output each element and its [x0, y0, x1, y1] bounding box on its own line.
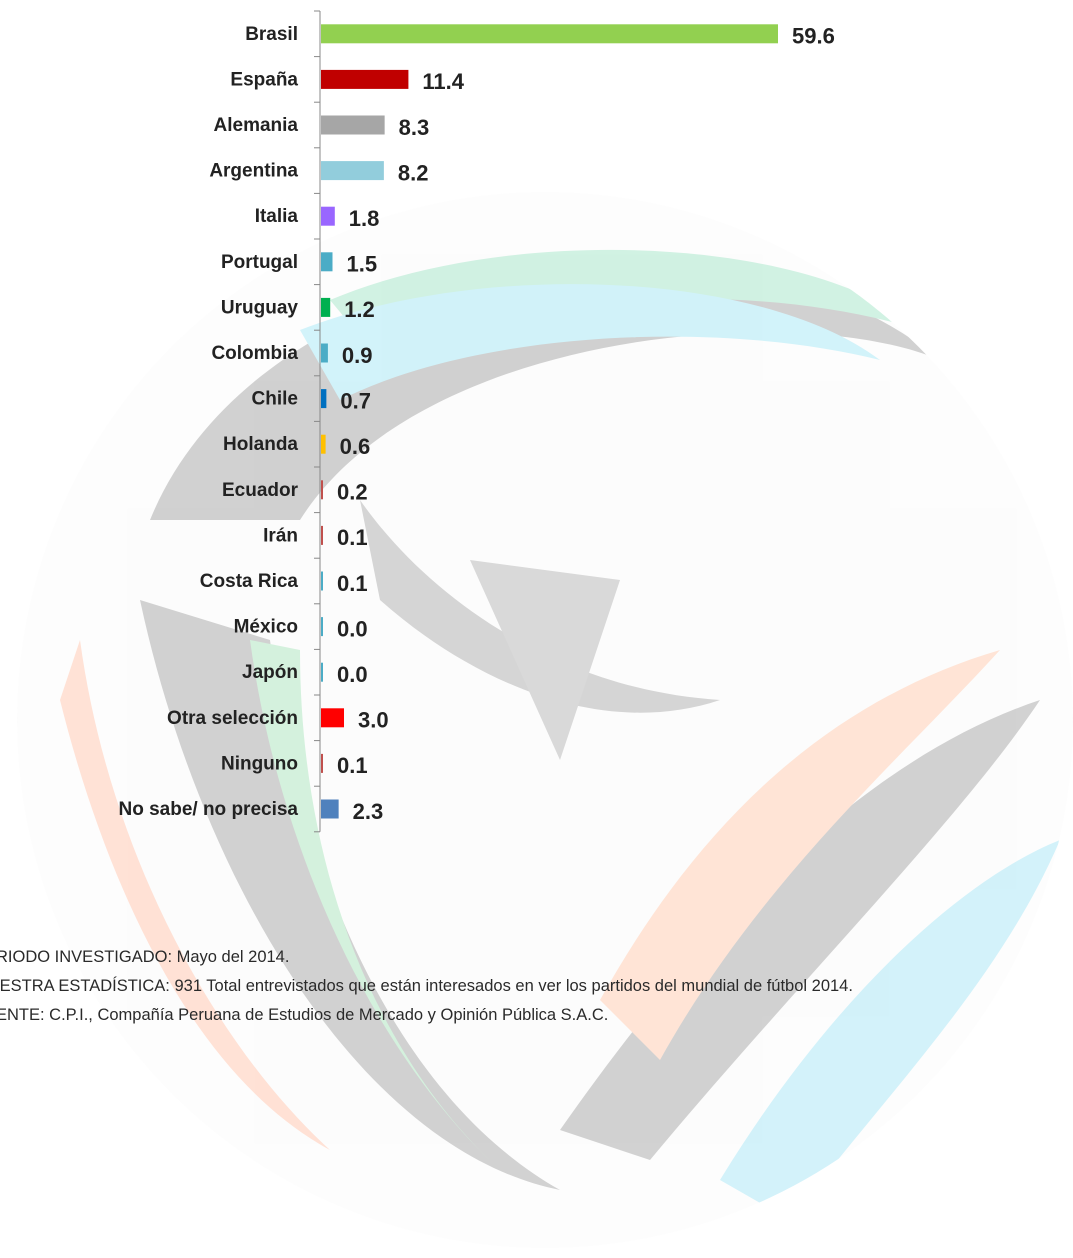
category-label: Italia: [255, 206, 299, 227]
value-label: 0.0: [337, 616, 368, 641]
bar: [321, 24, 778, 44]
category-label: Colombia: [211, 343, 298, 364]
bar: [321, 708, 345, 728]
bar: [321, 69, 409, 89]
value-label: 3.0: [358, 708, 389, 733]
chart-category-labels: Brasil España Alemania Argentina Italia Portu…: [118, 24, 298, 820]
category-label: Brasil: [245, 24, 298, 45]
period-note: PERIODO INVESTIGADO: Mayo del 2014.: [0, 948, 290, 966]
value-label: 1.2: [344, 297, 375, 322]
bar: [321, 206, 335, 226]
value-label: 1.5: [347, 252, 378, 277]
value-label: 0.0: [337, 662, 368, 687]
category-label: Argentina: [209, 161, 298, 182]
bar: [321, 389, 327, 409]
bar: [321, 161, 384, 181]
category-label: Portugal: [221, 252, 298, 273]
bar: [321, 480, 323, 500]
value-label: 8.2: [398, 160, 429, 185]
value-label: 0.9: [342, 343, 373, 368]
bar: [321, 115, 385, 135]
category-label: Ecuador: [222, 480, 299, 501]
category-label: México: [234, 617, 298, 638]
bar: [321, 297, 331, 317]
category-label: Otra selección: [167, 708, 298, 729]
category-label: Ninguno: [221, 753, 298, 774]
chart-bars: [321, 24, 778, 819]
bar-chart: Brasil España Alemania Argentina Italia Portu…: [118, 10, 835, 833]
bar: [321, 525, 323, 545]
value-label: 1.8: [349, 206, 380, 231]
chart-value-labels: 59.6 11.4 8.3 8.2 1.8 1.5 1.2 0.9 0.7 0.6 0.2 0.1 0.…: [337, 24, 835, 824]
category-label: España: [230, 69, 298, 90]
category-label: Irán: [263, 525, 298, 546]
category-label: No sabe/ no precisa: [118, 799, 298, 820]
bar: [321, 434, 326, 454]
value-label: 0.1: [337, 571, 368, 596]
sample-note: MUESTRA ESTADÍSTICA: 931 Total entrevist…: [0, 977, 853, 995]
bar: [321, 571, 323, 591]
chart-axis: [314, 10, 321, 833]
bar: [321, 343, 328, 363]
category-label: Alemania: [214, 115, 299, 136]
value-label: 0.1: [337, 753, 368, 778]
category-label: Uruguay: [221, 297, 299, 318]
bar: [321, 753, 323, 773]
value-label: 8.3: [399, 115, 430, 140]
bar: [321, 662, 323, 682]
value-label: 0.6: [340, 434, 371, 459]
value-label: 2.3: [353, 799, 384, 824]
category-label: Japón: [242, 662, 298, 683]
value-label: 0.1: [337, 525, 368, 550]
source-note: FUENTE: C.P.I., Compañía Peruana de Estu…: [0, 1006, 609, 1024]
bar: [321, 799, 339, 819]
value-label: 0.2: [337, 480, 368, 505]
value-label: 59.6: [792, 24, 835, 49]
chart-notes: PERIODO INVESTIGADO: Mayo del 2014. MUES…: [0, 943, 853, 1030]
category-label: Costa Rica: [200, 571, 299, 592]
value-label: 11.4: [422, 69, 464, 94]
value-label: 0.7: [340, 388, 371, 413]
bar: [321, 617, 323, 637]
bar: [321, 252, 333, 272]
category-label: Holanda: [223, 434, 298, 455]
category-label: Chile: [252, 389, 298, 410]
